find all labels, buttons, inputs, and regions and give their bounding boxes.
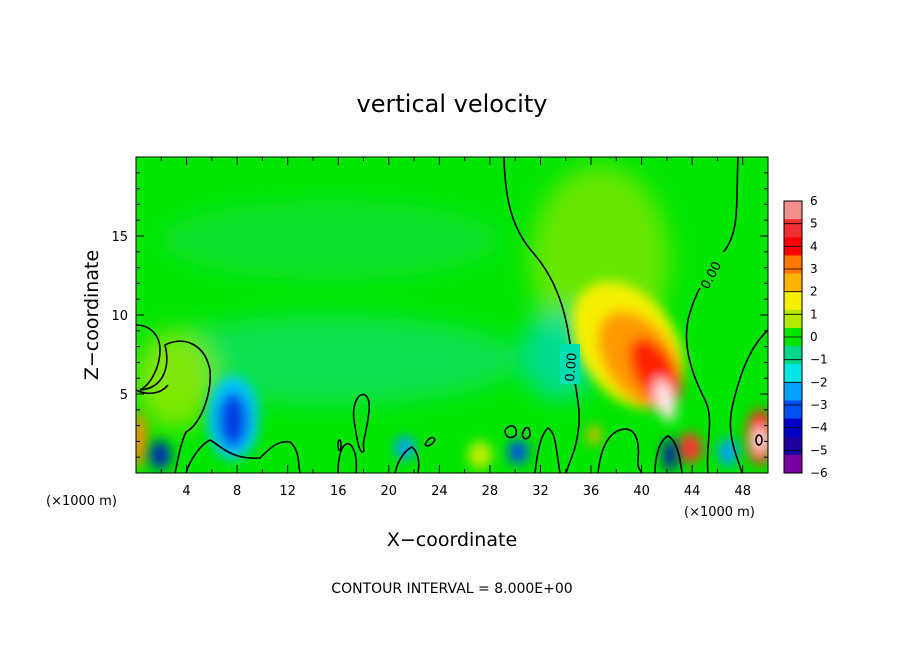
colorbar-swatch [784,382,802,401]
x-tick-label: 44 [684,484,701,499]
colorbar-swatch [784,201,802,220]
chart-title: vertical velocity [357,90,548,118]
plot-field: 0.00 0.00 [136,157,768,473]
colorbar-label: 0 [810,330,818,344]
zero-contour-core-49km [755,434,763,446]
zero-contours [136,157,768,473]
colorbar-swatch [784,219,802,238]
colorbar-label: 4 [810,239,818,253]
colorbar-swatch [784,400,802,420]
y-axis: 5 10 15 [111,172,768,458]
y-tick-label: 5 [120,388,128,403]
downdraft-21km [395,436,415,460]
x-tick-label: 48 [734,484,751,499]
zero-contour-surface-cell-4 [424,436,436,447]
zero-contour-surface-cell-7 [534,427,561,473]
surface-updraft-49-core [754,427,766,453]
zero-contour-right-edge [729,329,768,473]
colorbar-label: 5 [810,217,818,231]
x-tick-label: 8 [233,484,241,499]
zero-contour-surface-cell-8 [597,428,643,473]
zero-contour-surface-band [185,439,301,473]
zero-contour-plume-left [503,157,581,473]
colorbar-swatch [784,273,802,293]
colorbar-swatch [784,436,802,456]
zero-contour-surface-cell-5 [504,425,518,439]
y-tick-label: 15 [111,230,128,245]
colorbar-label: 1 [810,307,818,321]
x-tick-label: 28 [482,484,499,499]
y-axis-label: Z−coordinate [81,250,103,380]
zero-contour-surface-cell-6 [521,426,531,440]
x-tick-label: 16 [330,484,347,499]
colorbar-label: 6 [810,194,818,208]
x-unit-left: (×1000 m) [46,494,117,509]
colorbar-swatch [784,454,802,474]
downdraft-42km [663,439,677,471]
downdraft-8km-core [218,392,248,448]
contour-label-background-left [560,344,580,384]
updraft-cell-28km [468,441,492,469]
zero-contour-surface-cell-10 [337,438,342,452]
zero-contour-surface-cell-3 [394,446,420,473]
surface-updraft-0 [136,412,147,468]
x-axis: 4 8 12 16 20 24 28 32 36 40 44 48 [160,157,751,499]
colorbar-label: 3 [810,262,818,276]
x-tick-label: 20 [381,484,398,499]
colorbar-label: 2 [810,285,818,299]
colorbar-swatch [784,291,802,311]
weak-downdraft-upper [160,200,500,280]
colorbar-label: −2 [810,375,828,389]
x-tick-label: 24 [431,484,448,499]
zero-contour-surface-cell-9 [654,435,683,473]
x-tick-label: 4 [182,484,190,499]
colorbar-label: −3 [810,398,828,412]
zero-contour-left-cap [136,384,169,395]
colorbar-swatch [784,346,802,365]
x-axis-label: X−coordinate [387,529,517,551]
surface-updraft-44 [678,433,702,463]
x-tick-label: 12 [279,484,296,499]
left-weak-updraft [136,330,215,430]
colorbar-swatch [784,309,802,329]
colorbar: 6 5 4 3 2 1 0 −1 −2 −3 −4 −5 −6 [783,194,828,480]
downdraft-30km [508,440,528,464]
zero-contour-plume-right [685,157,739,473]
contour-label-background-right [696,252,728,288]
zero-contour-surface-cell-2 [352,393,371,453]
colorbar-label: −4 [810,421,828,435]
colorbar-label: −6 [810,466,828,480]
contour-label-left: 0.00 [563,352,580,382]
y-tick-label: 10 [111,309,128,324]
x-unit-right: (×1000 m) [684,505,755,520]
colorbar-swatch [784,364,802,383]
x-tick-label: 36 [583,484,600,499]
colorbar-label: −1 [810,353,828,367]
x-tick-label: 32 [532,484,549,499]
colorbar-label: −5 [810,443,828,457]
contour-interval-note: CONTOUR INTERVAL = 8.000E+00 [331,581,572,597]
updraft-cell-36km [587,425,601,445]
x-tick-label: 40 [633,484,650,499]
zero-contour-left-loop [136,324,211,473]
zero-contour-surface-cell-1 [337,443,358,473]
downdraft-2km [150,441,170,469]
colorbar-swatch [784,255,802,275]
updraft-core [654,378,676,422]
